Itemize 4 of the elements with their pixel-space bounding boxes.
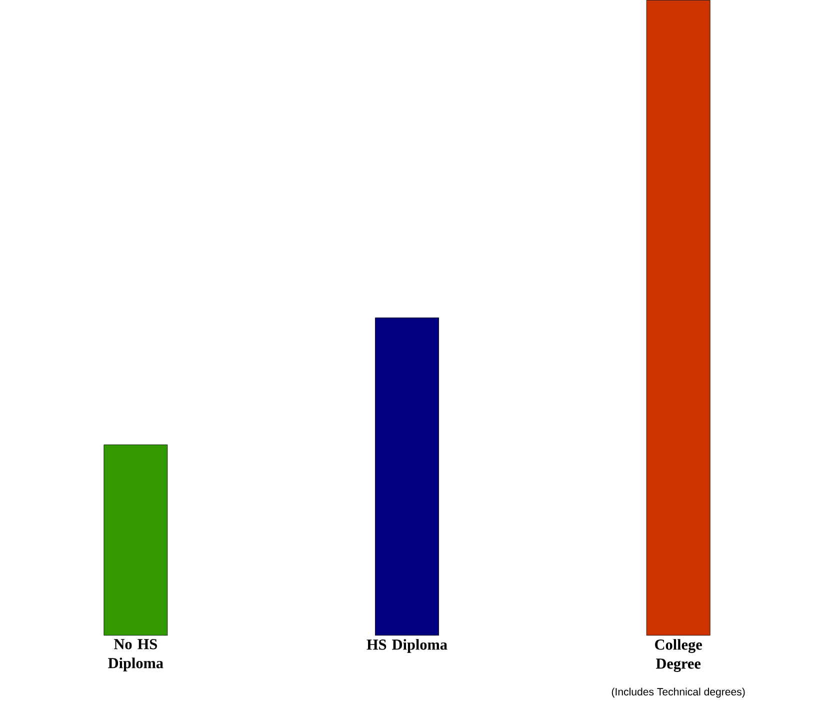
- text: (Includes Technical degrees): [612, 688, 745, 698]
- x-tick-label: No HS Diploma: [108, 639, 164, 672]
- x-tick-label: HS Diploma: [366, 639, 448, 653]
- x-tick-label: College Degree: [655, 639, 702, 672]
